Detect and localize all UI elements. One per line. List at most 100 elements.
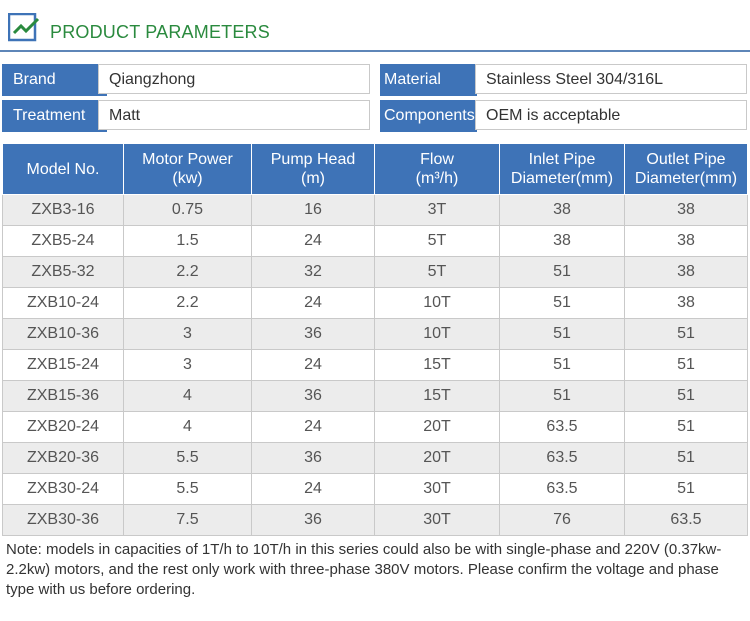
cell-model: ZXB10-24 bbox=[2, 287, 124, 319]
cell-motor-power: 7.5 bbox=[123, 504, 252, 536]
col-header-model: Model No. bbox=[2, 143, 124, 195]
col-header-flow: Flow (m³/h) bbox=[374, 143, 500, 195]
cell-pump-head: 16 bbox=[251, 194, 375, 226]
table-row: ZXB30-36 7.5 36 30T 76 63.5 bbox=[2, 504, 748, 536]
cell-flow: 15T bbox=[374, 349, 500, 381]
cell-outlet: 38 bbox=[624, 225, 748, 257]
param-value-material: Stainless Steel 304/316L bbox=[475, 64, 747, 94]
cell-outlet: 51 bbox=[624, 349, 748, 381]
cell-model: ZXB10-36 bbox=[2, 318, 124, 350]
col-header-inlet-pipe: Inlet Pipe Diameter(mm) bbox=[499, 143, 625, 195]
param-label-components: Components bbox=[380, 100, 477, 132]
cell-pump-head: 24 bbox=[251, 349, 375, 381]
cell-model: ZXB30-24 bbox=[2, 473, 124, 505]
table-row: ZXB5-32 2.2 32 5T 51 38 bbox=[2, 256, 748, 288]
param-row: Treatment Matt Components OEM is accepta… bbox=[0, 100, 750, 132]
cell-flow: 20T bbox=[374, 411, 500, 443]
cell-inlet: 63.5 bbox=[499, 442, 625, 474]
cell-outlet: 38 bbox=[624, 194, 748, 226]
cell-outlet: 51 bbox=[624, 411, 748, 443]
cell-inlet: 51 bbox=[499, 318, 625, 350]
param-label-material: Material bbox=[380, 64, 477, 96]
cell-flow: 5T bbox=[374, 225, 500, 257]
cell-pump-head: 32 bbox=[251, 256, 375, 288]
col-header-motor-power: Motor Power (kw) bbox=[123, 143, 252, 195]
param-label-treatment: Treatment bbox=[2, 100, 107, 132]
cell-inlet: 51 bbox=[499, 256, 625, 288]
cell-motor-power: 3 bbox=[123, 349, 252, 381]
cell-inlet: 51 bbox=[499, 349, 625, 381]
cell-inlet: 51 bbox=[499, 287, 625, 319]
cell-model: ZXB5-24 bbox=[2, 225, 124, 257]
col-header-outlet-pipe: Outlet Pipe Diameter(mm) bbox=[624, 143, 748, 195]
table-row: ZXB5-24 1.5 24 5T 38 38 bbox=[2, 225, 748, 257]
cell-pump-head: 36 bbox=[251, 442, 375, 474]
cell-model: ZXB15-24 bbox=[2, 349, 124, 381]
cell-pump-head: 36 bbox=[251, 318, 375, 350]
cell-inlet: 38 bbox=[499, 225, 625, 257]
cell-flow: 30T bbox=[374, 504, 500, 536]
section-header: PRODUCT PARAMETERS bbox=[0, 0, 750, 52]
cell-outlet: 51 bbox=[624, 442, 748, 474]
cell-pump-head: 36 bbox=[251, 504, 375, 536]
cell-pump-head: 36 bbox=[251, 380, 375, 412]
cell-inlet: 63.5 bbox=[499, 473, 625, 505]
cell-motor-power: 5.5 bbox=[123, 442, 252, 474]
cell-motor-power: 4 bbox=[123, 411, 252, 443]
cell-flow: 3T bbox=[374, 194, 500, 226]
cell-outlet: 51 bbox=[624, 473, 748, 505]
section-title: PRODUCT PARAMETERS bbox=[50, 22, 270, 42]
specs-table: Model No. Motor Power (kw) Pump Head (m) F… bbox=[2, 143, 748, 536]
cell-pump-head: 24 bbox=[251, 411, 375, 443]
cell-flow: 10T bbox=[374, 287, 500, 319]
table-row: ZXB20-36 5.5 36 20T 63.5 51 bbox=[2, 442, 748, 474]
cell-inlet: 63.5 bbox=[499, 411, 625, 443]
param-value-treatment: Matt bbox=[98, 100, 370, 130]
cell-flow: 10T bbox=[374, 318, 500, 350]
cell-motor-power: 5.5 bbox=[123, 473, 252, 505]
cell-model: ZXB20-36 bbox=[2, 442, 124, 474]
cell-inlet: 51 bbox=[499, 380, 625, 412]
table-header-row: Model No. Motor Power (kw) Pump Head (m) F… bbox=[2, 143, 748, 195]
cell-inlet: 38 bbox=[499, 194, 625, 226]
cell-flow: 15T bbox=[374, 380, 500, 412]
cell-model: ZXB15-36 bbox=[2, 380, 124, 412]
cell-motor-power: 2.2 bbox=[123, 287, 252, 319]
table-row: ZXB10-36 3 36 10T 51 51 bbox=[2, 318, 748, 350]
param-value-brand: Qiangzhong bbox=[98, 64, 370, 94]
cell-flow: 30T bbox=[374, 473, 500, 505]
table-row: ZXB3-16 0.75 16 3T 38 38 bbox=[2, 194, 748, 226]
table-row: ZXB15-36 4 36 15T 51 51 bbox=[2, 380, 748, 412]
cell-motor-power: 2.2 bbox=[123, 256, 252, 288]
table-row: ZXB30-24 5.5 24 30T 63.5 51 bbox=[2, 473, 748, 505]
cell-pump-head: 24 bbox=[251, 225, 375, 257]
col-header-pump-head: Pump Head (m) bbox=[251, 143, 375, 195]
cell-model: ZXB20-24 bbox=[2, 411, 124, 443]
table-row: ZXB20-24 4 24 20T 63.5 51 bbox=[2, 411, 748, 443]
cell-flow: 20T bbox=[374, 442, 500, 474]
cell-outlet: 38 bbox=[624, 256, 748, 288]
cell-outlet: 51 bbox=[624, 380, 748, 412]
header-divider bbox=[0, 50, 750, 52]
cell-pump-head: 24 bbox=[251, 287, 375, 319]
cell-motor-power: 0.75 bbox=[123, 194, 252, 226]
param-value-components: OEM is acceptable bbox=[475, 100, 747, 130]
cell-flow: 5T bbox=[374, 256, 500, 288]
cell-model: ZXB3-16 bbox=[2, 194, 124, 226]
table-row: ZXB15-24 3 24 15T 51 51 bbox=[2, 349, 748, 381]
cell-inlet: 76 bbox=[499, 504, 625, 536]
table-body: ZXB3-16 0.75 16 3T 38 38 ZXB5-24 1.5 24 5T 38 38 ZXB… bbox=[2, 194, 748, 536]
footnote: Note: models in capacities of 1T/h to 10… bbox=[6, 541, 722, 598]
param-label-brand: Brand bbox=[2, 64, 107, 96]
cell-model: ZXB5-32 bbox=[2, 256, 124, 288]
cell-outlet: 63.5 bbox=[624, 504, 748, 536]
table-row: ZXB10-24 2.2 24 10T 51 38 bbox=[2, 287, 748, 319]
cell-outlet: 51 bbox=[624, 318, 748, 350]
cell-motor-power: 4 bbox=[123, 380, 252, 412]
cell-model: ZXB30-36 bbox=[2, 504, 124, 536]
param-row: Brand Qiangzhong Material Stainless Stee… bbox=[0, 64, 750, 96]
cell-outlet: 38 bbox=[624, 287, 748, 319]
cell-motor-power: 3 bbox=[123, 318, 252, 350]
cell-pump-head: 24 bbox=[251, 473, 375, 505]
cell-motor-power: 1.5 bbox=[123, 225, 252, 257]
